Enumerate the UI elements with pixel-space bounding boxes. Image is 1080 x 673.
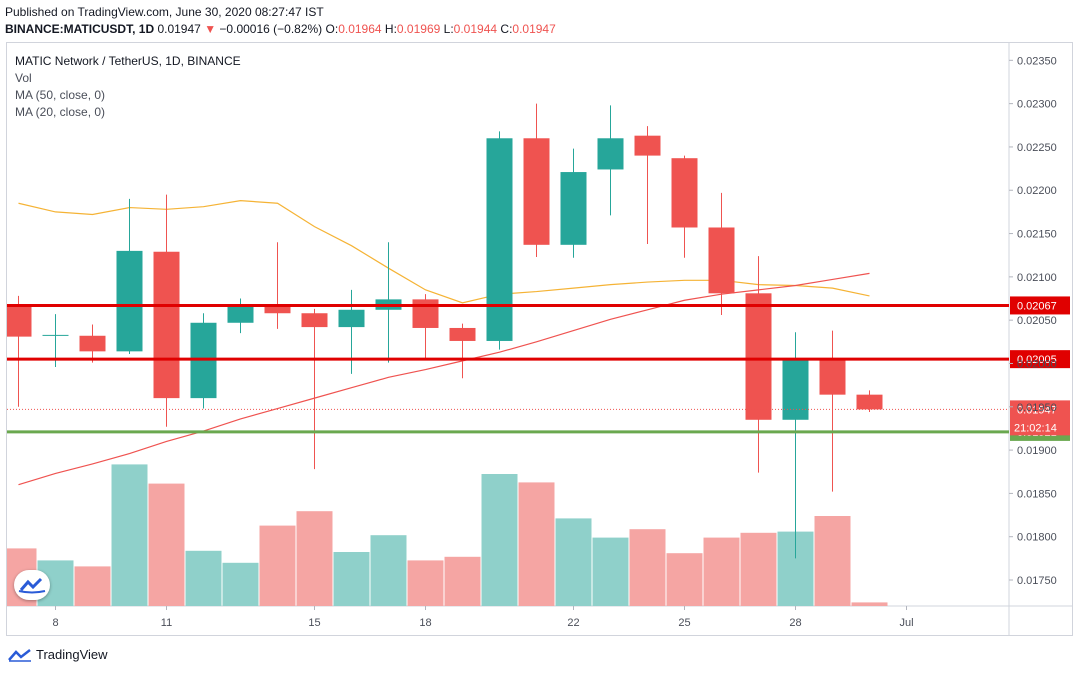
candle-body xyxy=(153,251,180,399)
candle-body xyxy=(560,172,587,245)
candle-body xyxy=(671,158,698,228)
candle-body xyxy=(856,394,883,410)
volume-bar xyxy=(481,474,518,606)
volume-bar xyxy=(296,511,333,606)
candle-body xyxy=(708,227,735,294)
y-tick-label: 0.02300 xyxy=(1017,99,1057,111)
candle-body xyxy=(523,138,550,245)
volume-bar xyxy=(666,553,703,606)
volume-bar xyxy=(407,560,444,606)
ma20-line xyxy=(18,200,870,304)
low-key: L: xyxy=(443,22,454,36)
y-tick-label: 0.02250 xyxy=(1017,142,1057,154)
candle-body xyxy=(301,313,328,328)
candle-body xyxy=(782,359,809,420)
candle-body xyxy=(412,299,439,328)
y-tick-label: 0.02100 xyxy=(1017,272,1057,284)
last-price-label: 0.01947 xyxy=(1017,404,1057,416)
volume-bar xyxy=(851,602,888,606)
y-tick-label: 0.01850 xyxy=(1017,488,1057,500)
candle-body xyxy=(227,304,254,323)
volume-bar xyxy=(333,552,370,606)
y-tick-label: 0.01950 xyxy=(1017,402,1057,414)
y-tick-label: 0.01800 xyxy=(1017,532,1057,544)
candle-body xyxy=(486,138,513,341)
candle-body xyxy=(745,293,772,420)
high-value: 0.01969 xyxy=(396,22,441,36)
y-tick-label: 0.02000 xyxy=(1017,358,1057,370)
y-tick-label: 0.02050 xyxy=(1017,315,1057,327)
volume-bar xyxy=(629,529,666,606)
candle-body xyxy=(264,304,291,314)
high-key: H: xyxy=(384,22,397,36)
volume-bar xyxy=(148,483,185,606)
x-tick-label: 18 xyxy=(419,617,431,629)
close-value: 0.01947 xyxy=(512,22,556,36)
volume-bar xyxy=(111,464,148,606)
x-tick-label: 8 xyxy=(52,617,58,629)
chart-legend: MATIC Network / TetherUS, 1D, BINANCE Vo… xyxy=(15,53,241,121)
open-value: 0.01964 xyxy=(338,22,382,36)
tradingview-logo-icon xyxy=(8,648,31,662)
footer-brand-label: TradingView xyxy=(36,647,108,662)
published-line: Published on TradingView.com, June 30, 2… xyxy=(5,5,324,19)
tradingview-badge[interactable] xyxy=(14,570,50,600)
y-tick-label: 0.01750 xyxy=(1017,575,1057,587)
volume-bar xyxy=(555,518,592,606)
x-tick-label: Jul xyxy=(899,617,913,629)
x-tick-label: 22 xyxy=(567,617,579,629)
level-label-box xyxy=(1010,350,1070,369)
low-value: 0.01944 xyxy=(453,22,498,36)
legend-ma20[interactable]: MA (20, close, 0) xyxy=(15,105,106,119)
change-arrow-icon: ▼ xyxy=(204,22,217,36)
volume-bar xyxy=(518,482,555,606)
candle-body xyxy=(634,135,661,156)
legend-vol[interactable]: Vol xyxy=(15,71,32,85)
volume-bar xyxy=(185,550,222,606)
y-tick-label: 0.02200 xyxy=(1017,185,1057,197)
open-key: O: xyxy=(325,22,339,36)
candle-body xyxy=(79,335,106,352)
volume-bar xyxy=(444,556,481,606)
legend-title[interactable]: MATIC Network / TetherUS, 1D, BINANCE xyxy=(15,54,241,68)
y-tick-label: 0.02150 xyxy=(1017,229,1057,241)
level-label: 0.02005 xyxy=(1017,354,1057,366)
candle-body xyxy=(7,306,32,337)
candle-body xyxy=(42,334,69,336)
candle-body xyxy=(449,327,476,341)
candle-body xyxy=(338,309,365,328)
volume-bar xyxy=(370,535,407,606)
footer-brand[interactable]: TradingView xyxy=(8,647,108,662)
volume-bar xyxy=(222,562,259,606)
level-label-box xyxy=(1010,296,1070,315)
volume-bar xyxy=(740,532,777,606)
volume-bar xyxy=(703,537,740,606)
x-tick-label: 25 xyxy=(678,617,690,629)
countdown-label: 21:02:14 xyxy=(1014,422,1057,434)
x-tick-label: 28 xyxy=(789,617,801,629)
close-key: C: xyxy=(500,22,513,36)
symbol-label: BINANCE:MATICUSDT, 1D xyxy=(5,22,155,36)
candle-body xyxy=(819,359,846,395)
ma50-line xyxy=(18,272,870,486)
ohlc-line: BINANCE:MATICUSDT, 1D 0.01947 ▼ −0.00016… xyxy=(5,22,556,36)
volume-bar xyxy=(259,525,296,606)
x-tick-label: 15 xyxy=(308,617,320,629)
change-label: −0.00016 (−0.82%) xyxy=(219,22,323,36)
volume-bar xyxy=(814,516,851,606)
legend-ma50[interactable]: MA (50, close, 0) xyxy=(15,88,106,102)
volume-bar xyxy=(592,537,629,606)
y-tick-label: 0.02350 xyxy=(1017,55,1057,67)
level-label: 0.02067 xyxy=(1017,300,1057,312)
chart-frame xyxy=(6,42,1073,636)
y-tick-label: 0.01900 xyxy=(1017,445,1057,457)
candle-body xyxy=(597,138,624,170)
tradingview-badge-icon xyxy=(18,577,46,594)
x-tick-label: 11 xyxy=(161,617,172,629)
last-price-label: 0.01947 xyxy=(157,22,201,36)
volume-bar xyxy=(74,566,111,606)
last-price-box xyxy=(1010,400,1070,436)
candle-body xyxy=(116,250,143,352)
